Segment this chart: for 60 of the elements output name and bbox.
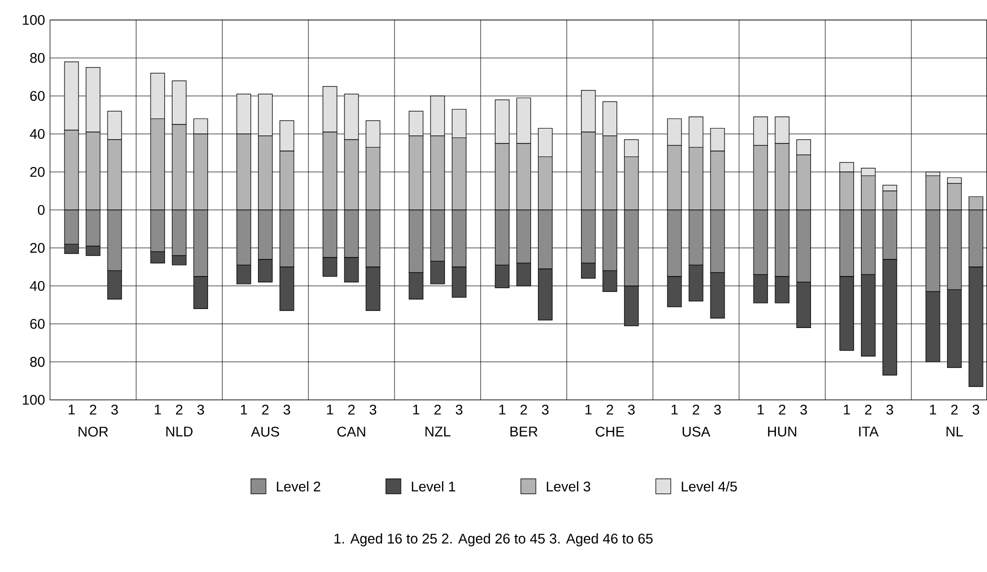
- text: BER: [510, 426, 538, 436]
- x-tick-label: 2: [520, 404, 527, 415]
- x-tick-label: 3: [370, 404, 376, 415]
- x-tick-label: 2: [692, 404, 700, 415]
- x-tick-label: 1: [844, 404, 850, 414]
- x-tick-label: 2: [951, 404, 958, 415]
- x-tick-label: 3: [542, 404, 549, 415]
- text: ITA: [859, 426, 879, 436]
- legend-label: Level 1: [412, 481, 456, 492]
- x-tick-label: 1: [499, 404, 506, 414]
- legend-label: Level 2: [276, 481, 320, 492]
- x-tick-label: 2: [348, 404, 355, 415]
- x-tick-label: 2: [778, 404, 786, 415]
- x-tick-label: 3: [972, 404, 980, 415]
- x-tick-label: 3: [284, 404, 290, 415]
- x-tick-label: 3: [111, 404, 118, 415]
- legend-label: Level 4/5: [682, 481, 737, 492]
- x-tick-label: 1: [586, 404, 592, 414]
- x-tick-label: 2: [176, 404, 182, 415]
- x-tick-label: 3: [456, 404, 462, 415]
- y-tick-label: 20: [30, 243, 45, 253]
- x-tick-label: 1: [240, 404, 248, 414]
- x-tick-label: 3: [886, 404, 894, 415]
- x-tick-label: 1: [672, 404, 678, 414]
- x-tick-label: 2: [90, 404, 96, 415]
- text: CHE: [596, 426, 624, 437]
- text: NLD: [166, 426, 193, 436]
- x-tick-label: 2: [434, 404, 441, 415]
- y-tick-label: 40: [30, 281, 45, 291]
- text: CAN: [337, 426, 366, 437]
- y-tick-label: 80: [30, 53, 45, 64]
- legend-label: Level 3: [546, 481, 590, 492]
- x-tick-label: 1: [154, 404, 161, 414]
- y-tick-label: 100: [22, 395, 45, 405]
- y-tick-label: 80: [30, 357, 45, 367]
- y-tick-label: 40: [30, 129, 45, 140]
- text: NZL: [426, 426, 450, 436]
- x-tick-label: 1: [758, 404, 764, 414]
- x-tick-label: 3: [628, 404, 635, 415]
- x-tick-label: 2: [262, 404, 269, 415]
- x-tick-label: 1: [327, 404, 334, 414]
- y-tick-label: 20: [30, 167, 45, 177]
- y-tick-label: 100: [22, 15, 45, 26]
- text: NOR: [78, 426, 108, 437]
- text: NL: [946, 426, 963, 436]
- text: AUS: [250, 426, 280, 437]
- x-tick-label: 3: [197, 404, 204, 415]
- text: HUN: [768, 426, 796, 437]
- x-tick-label: 2: [865, 404, 872, 415]
- text: 1. Aged 16 to 25 2. Aged 26 to 45 3. Aged 46 to 65: [334, 533, 653, 546]
- text: USA: [682, 426, 710, 437]
- x-tick-label: 3: [800, 404, 807, 415]
- x-tick-label: 1: [930, 404, 936, 414]
- x-tick-label: 1: [68, 404, 75, 414]
- y-tick-label: 0: [38, 205, 45, 215]
- y-tick-label: 60: [30, 91, 45, 102]
- x-tick-label: 3: [714, 404, 721, 415]
- x-tick-label: 2: [606, 404, 614, 415]
- y-tick-label: 60: [30, 319, 45, 329]
- x-tick-label: 1: [413, 404, 420, 414]
